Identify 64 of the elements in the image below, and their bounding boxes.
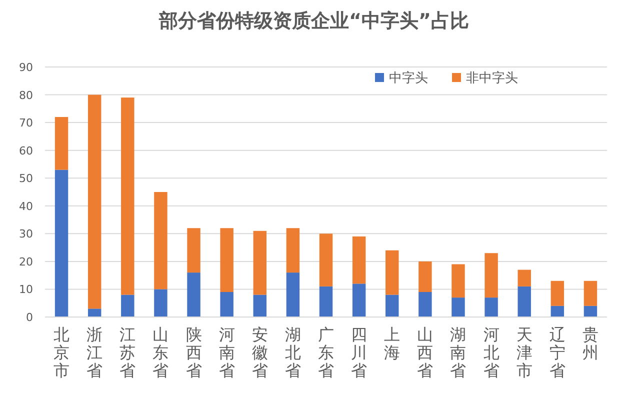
x-tick-label: 山西省 — [417, 325, 434, 380]
bar — [386, 250, 399, 295]
y-tick-label: 0 — [26, 311, 33, 324]
x-tick-label: 浙江省 — [86, 325, 103, 380]
bar — [386, 294, 399, 317]
x-tick-label: 辽宁省 — [549, 325, 566, 380]
x-tick-label: 江苏省 — [120, 325, 136, 380]
bar — [418, 261, 432, 292]
bar — [286, 228, 300, 273]
bar — [54, 170, 68, 317]
bar — [253, 230, 266, 295]
bar — [253, 294, 266, 317]
x-tick-label: 安徽省 — [252, 325, 268, 380]
bar — [319, 234, 333, 286]
bar — [154, 289, 168, 317]
x-tick-label: 广东省 — [318, 325, 334, 380]
bar — [121, 98, 134, 295]
bar — [88, 308, 102, 317]
bar — [584, 280, 598, 306]
legend-label: 非中字头 — [466, 70, 518, 86]
bar — [54, 117, 68, 170]
bar — [352, 284, 366, 317]
y-tick-label: 30 — [19, 228, 33, 241]
y-tick-label: 70 — [19, 116, 33, 130]
legend-label: 中字头 — [389, 70, 428, 86]
x-tick-label: 湖南省 — [450, 325, 466, 380]
bar — [518, 270, 531, 286]
y-tick-label: 80 — [19, 88, 33, 102]
bar — [319, 286, 333, 317]
bar — [452, 264, 465, 298]
x-tick-label: 北京市 — [54, 325, 70, 380]
x-tick-label: 上海 — [384, 325, 400, 362]
bar — [418, 292, 432, 317]
bar — [121, 294, 134, 317]
x-tick-label: 陕西省 — [186, 325, 202, 380]
y-tick-label: 20 — [19, 255, 33, 268]
x-tick-label: 河北省 — [483, 325, 500, 380]
bar — [154, 192, 168, 290]
bar — [484, 253, 498, 298]
bar — [352, 236, 366, 284]
bar — [220, 228, 234, 292]
bar — [584, 306, 598, 317]
y-tick-label: 10 — [19, 283, 33, 296]
y-tick-label: 90 — [19, 61, 33, 74]
chart-title: 部分省份特级资质企业“中字头”占比 — [158, 10, 469, 32]
x-tick-label: 天津市 — [516, 325, 532, 380]
bar — [220, 292, 234, 317]
bar — [187, 228, 200, 273]
bar — [518, 286, 531, 317]
y-tick-label: 60 — [19, 144, 33, 158]
bar — [286, 272, 300, 317]
bar — [550, 306, 564, 317]
x-tick-label: 贵州 — [582, 325, 598, 362]
bar — [484, 298, 498, 317]
x-tick-label: 河南省 — [218, 325, 235, 380]
bar — [550, 280, 564, 306]
x-tick-label: 山东省 — [152, 325, 169, 380]
y-tick-label: 40 — [19, 200, 33, 213]
x-tick-label: 四川省 — [351, 325, 368, 380]
x-tick-label: 湖北省 — [284, 325, 301, 380]
bar — [452, 298, 465, 317]
bar — [88, 94, 102, 309]
y-tick-label: 50 — [19, 172, 33, 186]
bar — [187, 272, 200, 317]
